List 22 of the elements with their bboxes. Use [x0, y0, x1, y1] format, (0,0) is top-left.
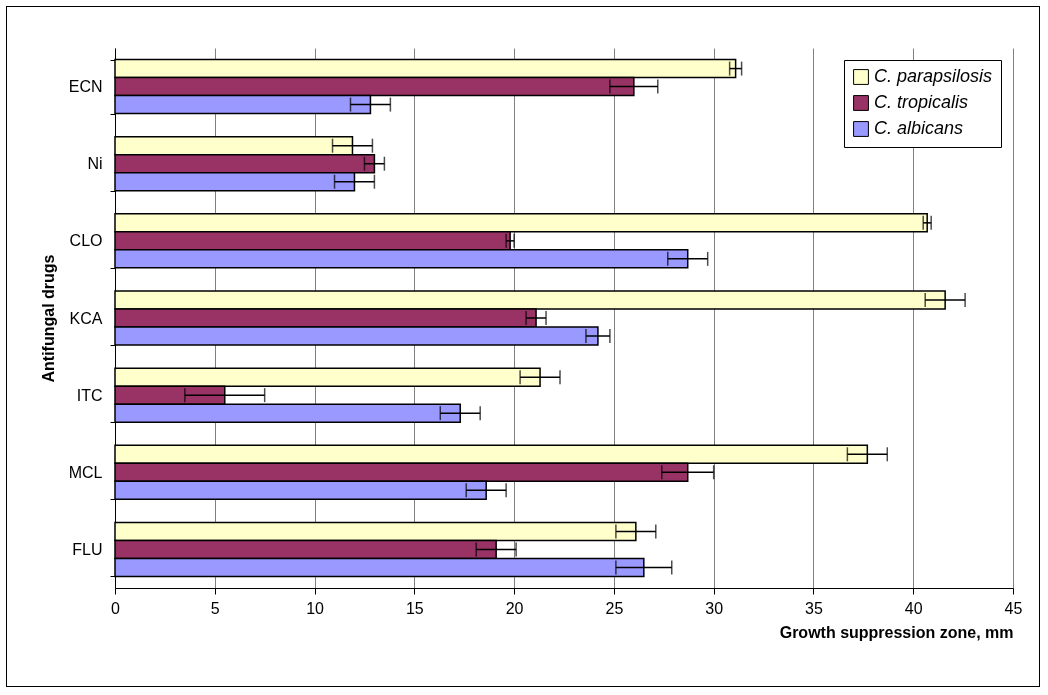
x-tick-label: 45 — [1004, 599, 1023, 617]
y-tick-label: ECN — [68, 78, 103, 96]
y-axis-title: Antifungal drugs — [39, 254, 57, 383]
x-tick-label: 30 — [705, 599, 724, 617]
x-tick-label: 25 — [605, 599, 624, 617]
x-tick-label: 20 — [505, 599, 524, 617]
x-axis-title: Growth suppression zone, mm — [779, 623, 1014, 641]
y-tick-label: CLO — [69, 232, 103, 250]
y-tick-label: FLU — [72, 540, 103, 558]
y-tick-label: KCA — [69, 309, 103, 327]
legend-label: C. albicans — [874, 118, 964, 138]
y-tick-label: ITC — [76, 386, 103, 404]
legend-label: C. parapsilosis — [874, 66, 993, 86]
x-tick-label: 35 — [805, 599, 823, 617]
x-tick-label: 0 — [111, 599, 121, 617]
x-tick-label: 15 — [405, 599, 424, 617]
y-tick-label: MCL — [68, 463, 103, 481]
x-tick-label: 40 — [904, 599, 923, 617]
x-tick-label: 10 — [306, 599, 325, 617]
legend-label: C. tropicalis — [874, 92, 969, 112]
y-tick-label: Ni — [87, 155, 103, 173]
x-tick-label: 5 — [210, 599, 220, 617]
